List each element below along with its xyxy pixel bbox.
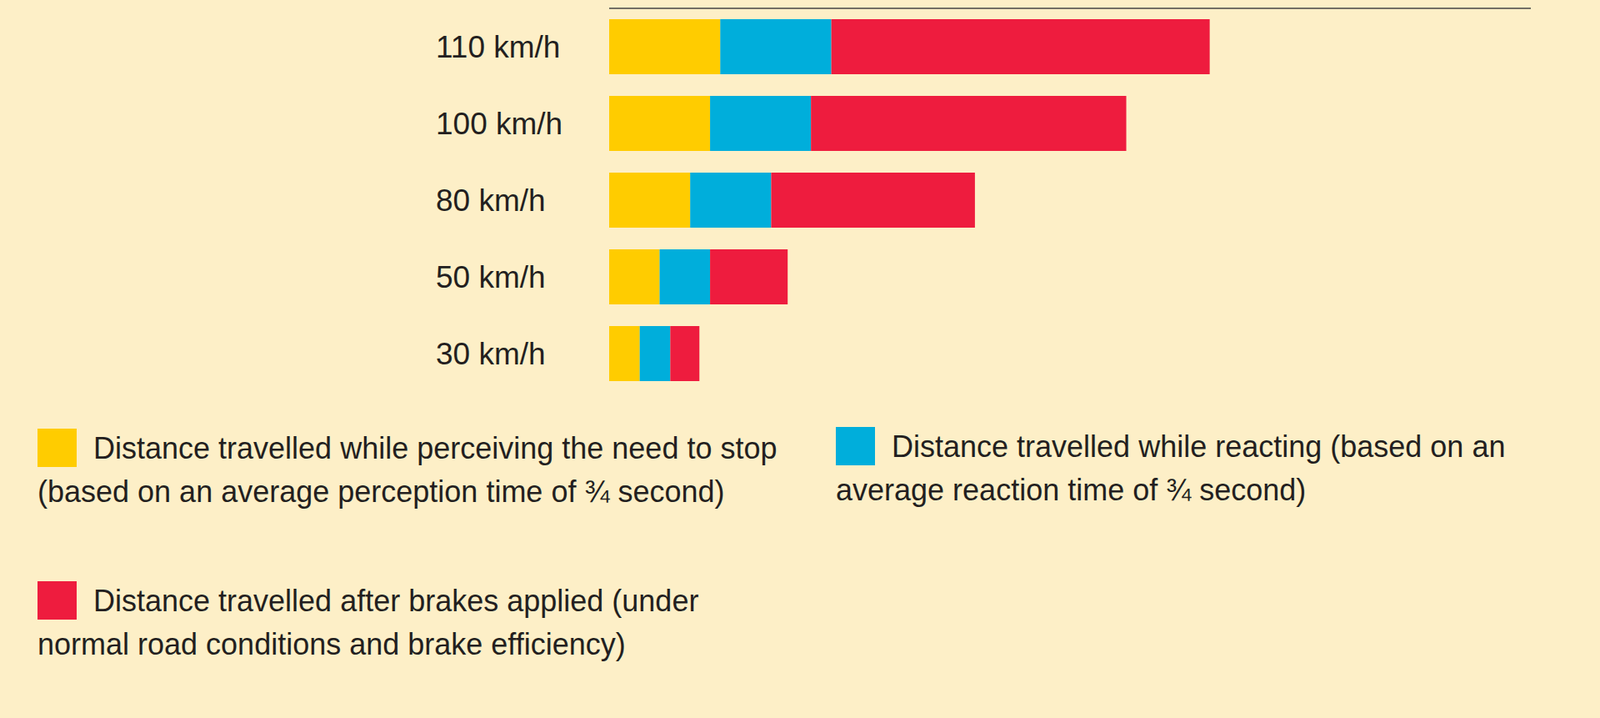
svg-text:110 km/h: 110 km/h bbox=[435, 30, 560, 65]
svg-text:50 km/h: 50 km/h bbox=[435, 260, 546, 295]
svg-text:100 km/h: 100 km/h bbox=[435, 106, 563, 141]
html-text:Distance travelled while perce: Distance travelled while perceiving the … bbox=[37, 430, 778, 509]
html-text:Distance travelled after brake: Distance travelled after brakes applied … bbox=[37, 583, 699, 661]
svg-text:80 km/h: 80 km/h bbox=[435, 183, 546, 218]
svg-text:30 km/h: 30 km/h bbox=[435, 336, 546, 371]
html-text:Distance travelled while react: Distance travelled while reacting (based… bbox=[835, 429, 1506, 507]
